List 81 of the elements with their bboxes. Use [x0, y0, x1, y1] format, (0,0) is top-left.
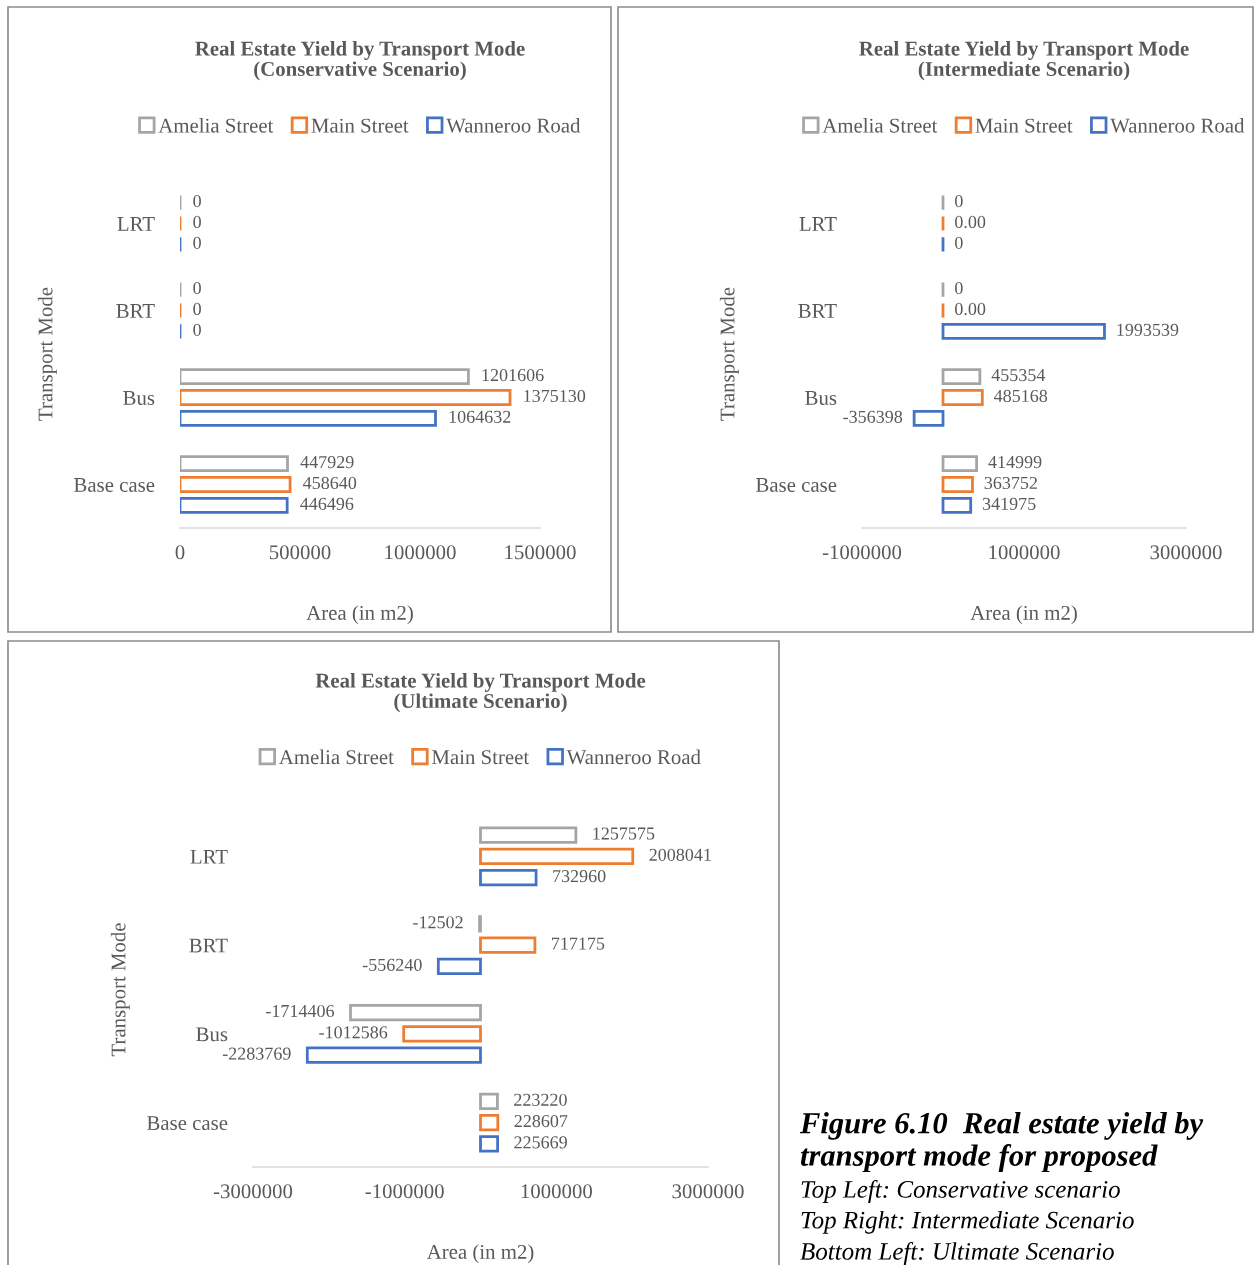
data-label: 458640 — [303, 476, 357, 490]
y-tick-label: BRT — [189, 938, 228, 953]
y-axis-title: Transport Mode — [719, 287, 739, 421]
x-tick-label: 500000 — [269, 545, 331, 560]
legend-label: Amelia Street — [278, 749, 394, 765]
data-label: 0 — [193, 281, 201, 295]
legend-label: Main Street — [311, 118, 409, 133]
x-tick-label: -3000000 — [213, 1184, 293, 1199]
y-tick-label: LRT — [190, 849, 228, 864]
y-tick-label: BRT — [116, 304, 155, 318]
x-axis-title: Area (in m2) — [426, 1244, 534, 1264]
x-tick-label: 3000000 — [1150, 545, 1222, 560]
x-tick-label: 1500000 — [505, 545, 576, 560]
x-axis-title: Area (in m2) — [306, 605, 413, 625]
y-tick-label: Base case — [74, 478, 155, 492]
legend-label: Amelia Street — [158, 118, 274, 133]
caption: Figure 6.10 Real estate yield by transport mode for proposed — [799, 1112, 1204, 1173]
text: Top Left: Conservative scenario — [801, 1180, 1120, 1203]
y-tick-label: Base case — [147, 1116, 228, 1131]
data-label: 228607 — [514, 1114, 568, 1128]
chart-title: Real Estate Yield by Transport Mode (Conservative Scenario) — [195, 40, 525, 81]
chart-title: Real Estate Yield by Transport Mode (Ultimate Scenario) — [315, 672, 646, 713]
data-label: 363752 — [984, 476, 1037, 490]
y-tick-label: Bus — [123, 391, 155, 405]
data-label: -2283769 — [222, 1047, 291, 1060]
data-label: 225669 — [514, 1136, 567, 1149]
x-tick-label: 0 — [175, 545, 185, 560]
data-label: 0 — [955, 281, 963, 295]
y-axis-title: Transport Mode — [110, 923, 130, 1057]
data-label: 0 — [193, 323, 201, 336]
data-label: -12502 — [413, 916, 463, 929]
data-label: 2008041 — [649, 848, 711, 861]
x-tick-label: 1000000 — [521, 1184, 592, 1199]
data-label: 1993539 — [1117, 323, 1179, 336]
data-label: 717175 — [552, 937, 605, 950]
data-label: 0 — [193, 302, 201, 316]
legend-label: Wanneroo Road — [1110, 118, 1245, 133]
x-tick-label: 1000000 — [989, 545, 1060, 560]
data-label: 341975 — [982, 497, 1036, 510]
y-tick-label: Base case — [756, 478, 837, 492]
legend-label: Wanneroo Road — [446, 118, 581, 133]
data-label: 485168 — [993, 389, 1048, 403]
data-label: 1257575 — [593, 827, 655, 840]
data-label: 446496 — [300, 497, 354, 510]
data-label: 1201606 — [482, 368, 544, 382]
legend-label: Amelia Street — [822, 118, 938, 133]
y-tick-label: Bus — [196, 1027, 228, 1042]
data-label: -356398 — [843, 410, 903, 423]
data-label: 0 — [193, 194, 201, 208]
legend-label: Wanneroo Road — [566, 749, 701, 765]
data-label: 1064632 — [449, 410, 511, 423]
x-tick-label: 3000000 — [672, 1184, 744, 1199]
data-label: 223220 — [514, 1093, 567, 1106]
chart-title: Real Estate Yield by Transport Mode (Intermediate Scenario) — [859, 40, 1189, 81]
data-label: -1012586 — [319, 1026, 388, 1039]
data-label: 455354 — [991, 369, 1046, 382]
x-tick-label: 1000000 — [385, 545, 456, 560]
data-label: 0.00 — [955, 302, 986, 316]
data-label: 414999 — [988, 456, 1042, 469]
y-axis-title: Transport Mode — [37, 287, 57, 421]
data-label: 0 — [193, 236, 201, 249]
y-tick-label: LRT — [117, 217, 155, 231]
text: Bottom Left: Ultimate Scenario — [800, 1242, 1114, 1265]
data-label: 447929 — [300, 456, 354, 469]
data-label: 732960 — [553, 870, 606, 883]
data-label: 1375130 — [524, 389, 586, 403]
data-label: 0 — [193, 215, 201, 229]
data-label: 0 — [955, 236, 963, 249]
text: Top Right: Intermediate Scenario — [801, 1211, 1134, 1234]
data-label: -1714406 — [266, 1004, 335, 1018]
x-tick-label: -1000000 — [365, 1184, 444, 1199]
y-tick-label: LRT — [799, 217, 837, 231]
x-tick-label: -1000000 — [822, 545, 902, 560]
y-tick-label: Bus — [805, 391, 837, 405]
legend-label: Main Street — [432, 750, 530, 765]
data-label: 0 — [955, 194, 963, 208]
data-label: 0.00 — [955, 215, 986, 229]
data-label: -556240 — [362, 958, 422, 971]
y-tick-label: BRT — [798, 304, 837, 318]
legend-label: Main Street — [975, 118, 1073, 133]
x-axis-title: Area (in m2) — [970, 605, 1077, 625]
